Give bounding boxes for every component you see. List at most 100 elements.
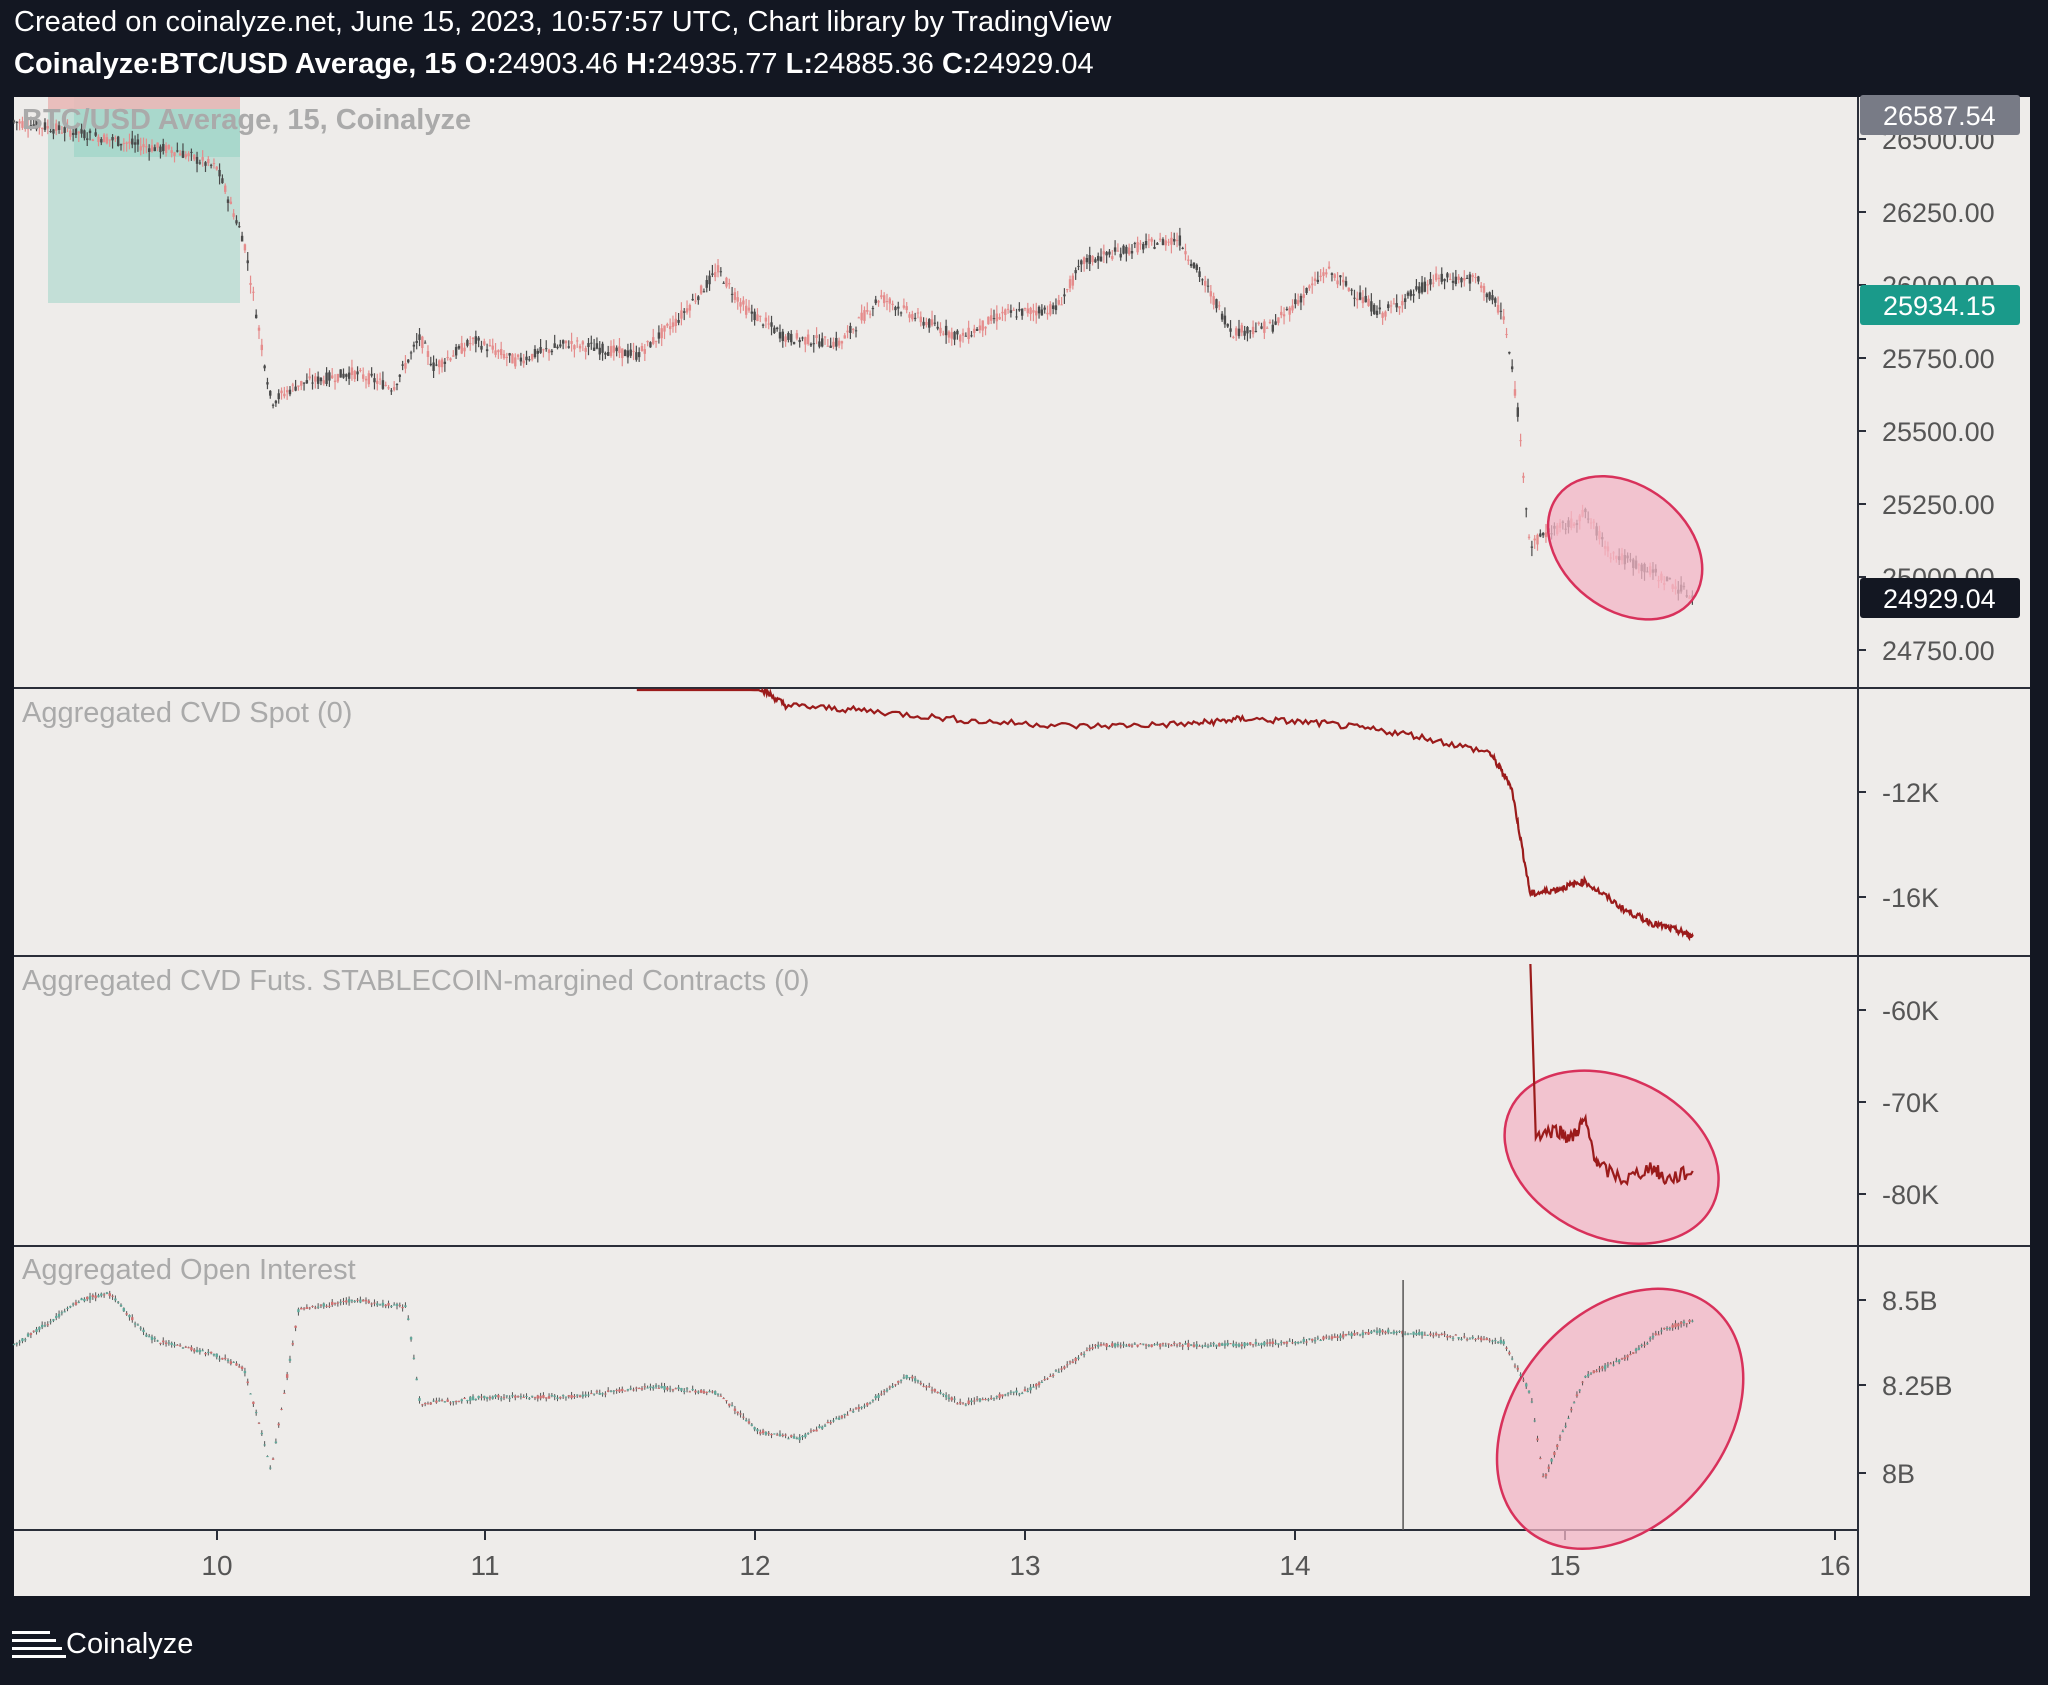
price-candle-body xyxy=(722,282,725,284)
oi-candle-body xyxy=(1294,1341,1297,1344)
pane-1-bg xyxy=(14,97,1858,688)
price-candle-body xyxy=(1525,508,1528,510)
oi-candle-body xyxy=(342,1300,345,1302)
oi-candle-body xyxy=(35,1329,38,1332)
price-candle-body xyxy=(1274,321,1277,325)
oi-candle-body xyxy=(494,1395,497,1398)
oi-candle-body xyxy=(1212,1343,1215,1345)
price-candle-body xyxy=(285,390,289,393)
price-candle-body xyxy=(916,312,920,314)
oi-candle-body xyxy=(1037,1382,1041,1386)
oi-candle-body xyxy=(477,1396,480,1399)
price-candle-body xyxy=(908,314,911,318)
oi-candle-body xyxy=(1437,1334,1441,1336)
oi-candle-body xyxy=(973,1400,976,1402)
oi-candle-body xyxy=(333,1303,337,1305)
price-candle-body xyxy=(1327,266,1331,269)
price-candle-body xyxy=(1429,279,1432,285)
price-candle-body xyxy=(1108,251,1111,255)
price-candle-body xyxy=(1119,253,1122,258)
price-candle-body xyxy=(564,340,568,344)
price-candle-body xyxy=(1415,286,1418,290)
price-candle-body xyxy=(525,356,528,361)
price-candle-body xyxy=(888,298,892,304)
price-candle-body xyxy=(643,349,647,354)
oi-candle-body xyxy=(1646,1343,1649,1345)
price-candle-body xyxy=(370,373,373,376)
oi-candle-body xyxy=(1150,1344,1153,1347)
oi-candle-body xyxy=(1246,1343,1249,1346)
price-candle-body xyxy=(1536,534,1539,545)
price-candle-body xyxy=(483,341,486,345)
oi-candle-body xyxy=(254,1412,258,1414)
oi-candle-body xyxy=(1237,1344,1241,1347)
y-tick-label: 24750.00 xyxy=(1882,636,1995,666)
oi-candle-body xyxy=(57,1313,61,1317)
price-candle-body xyxy=(356,371,359,375)
time-axis[interactable] xyxy=(14,1530,2030,1596)
oi-candle-body xyxy=(1133,1343,1137,1345)
price-candle-body xyxy=(1077,265,1080,267)
oi-candle-body xyxy=(1637,1347,1641,1350)
oi-candle-body xyxy=(21,1338,24,1342)
price-candle-body xyxy=(705,280,708,288)
price-candle-body xyxy=(767,323,770,325)
oi-candle-body xyxy=(409,1337,413,1340)
oi-candle-body xyxy=(94,1295,97,1299)
highlight-ellipse-price xyxy=(1546,474,1704,621)
oi-candle-body xyxy=(204,1352,207,1355)
price-candle-body xyxy=(1510,366,1514,370)
oi-candle-body xyxy=(398,1305,402,1307)
price-candle-body xyxy=(1533,538,1536,541)
oi-candle-body xyxy=(128,1315,131,1318)
price-candle-body xyxy=(1268,321,1272,323)
oi-candle-body xyxy=(1375,1330,1379,1334)
price-candle-body xyxy=(894,307,897,311)
price-scale-3[interactable] xyxy=(1858,956,2030,1246)
oi-candle-body xyxy=(249,1393,252,1395)
oi-candle-body xyxy=(1063,1366,1066,1369)
pane-1-title: BTC/USD Average, 15, Coinalyze xyxy=(22,104,471,136)
price-candle-body xyxy=(240,235,244,242)
oi-candle-body xyxy=(1674,1323,1677,1328)
price-scale-4[interactable] xyxy=(1858,1246,2030,1530)
oi-candle-body xyxy=(1539,1458,1542,1460)
price-candle-body xyxy=(423,342,427,344)
price-candle-body xyxy=(119,143,123,146)
oi-candle-body xyxy=(440,1400,444,1402)
oi-candle-body xyxy=(970,1400,973,1402)
price-candle-body xyxy=(147,148,151,152)
oi-candle-body xyxy=(1567,1417,1570,1419)
price-scale-2[interactable] xyxy=(1858,688,2030,956)
price-candle-body xyxy=(308,376,311,379)
price-candle-body xyxy=(488,345,492,347)
oi-candle-body xyxy=(207,1351,210,1353)
oi-candle-body xyxy=(1530,1401,1534,1403)
price-candle-body xyxy=(1299,295,1303,303)
price-candle-body xyxy=(1102,251,1106,255)
oi-candle-body xyxy=(928,1386,931,1388)
oi-candle-body xyxy=(1418,1331,1421,1335)
price-candle-body xyxy=(925,321,928,326)
price-candle-body xyxy=(136,139,140,145)
footer-logo[interactable]: Coinalyze xyxy=(12,1625,193,1663)
oi-candle-body xyxy=(308,1307,311,1309)
price-candle-body xyxy=(29,125,33,129)
oi-candle-body xyxy=(463,1397,466,1399)
oi-candle-body xyxy=(491,1396,494,1399)
price-candle-body xyxy=(139,146,142,151)
oi-candle-body xyxy=(916,1380,920,1382)
price-candle-body xyxy=(1522,475,1525,478)
price-candle-body xyxy=(1130,250,1134,254)
oi-candle-body xyxy=(998,1394,1001,1398)
oi-candle-body xyxy=(52,1319,55,1321)
highlight-ellipse-cvd-futs xyxy=(1503,1069,1720,1246)
price-candle-body xyxy=(246,260,249,264)
oi-candle-body xyxy=(305,1306,309,1309)
price-candle-body xyxy=(395,384,399,386)
price-candle-body xyxy=(559,344,562,347)
oi-candle-body xyxy=(460,1399,463,1402)
price-candle-body xyxy=(683,311,686,313)
oi-candle-body xyxy=(1663,1328,1666,1330)
